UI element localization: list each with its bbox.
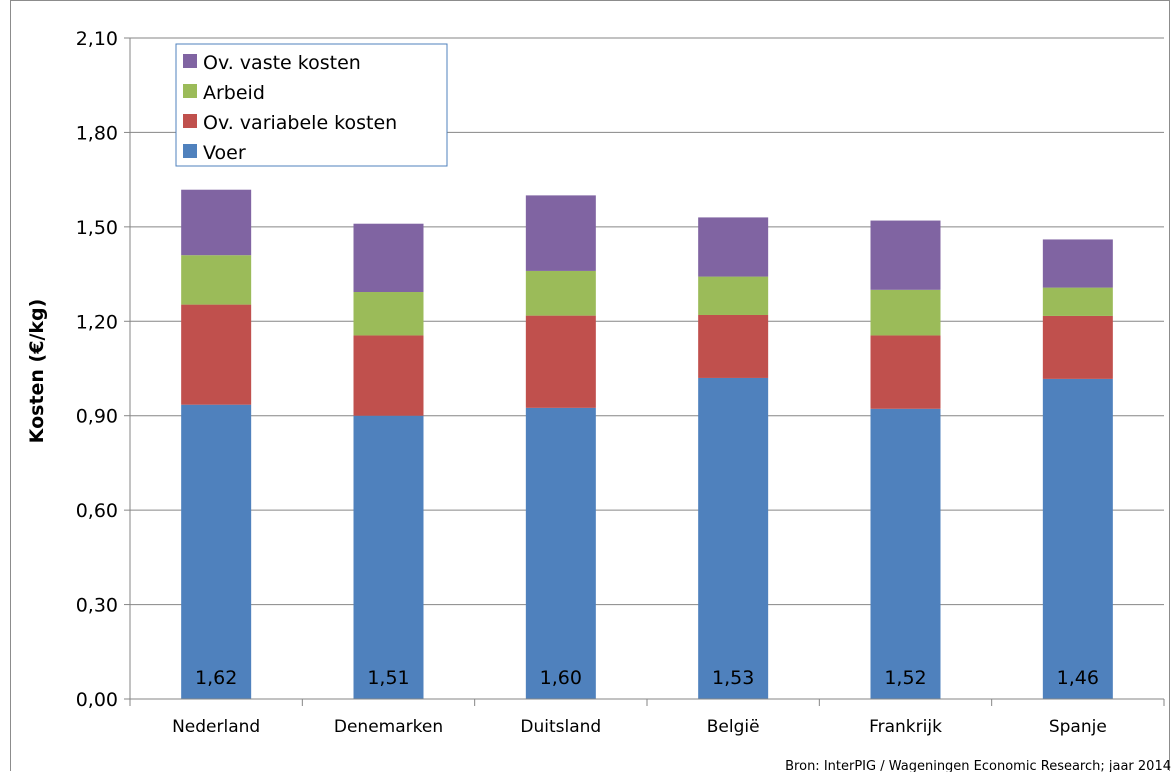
x-axis-labels: Nederland Denemarken Duitsland België Frankr…: [172, 717, 1107, 737]
bar-segment-voer: [1042, 378, 1113, 699]
legend-swatch: [183, 144, 197, 158]
bar-segment-arbeid: [353, 292, 424, 336]
data-label-total: 1,46: [1057, 667, 1099, 689]
legend-label: Ov. variabele kosten: [203, 112, 397, 134]
bar-segment-arbeid: [525, 270, 596, 316]
legend-box: [175, 43, 448, 167]
bar-segment-ov-variabele-kosten: [1042, 315, 1113, 379]
y-tick-label: 0,00: [76, 689, 118, 711]
bar-segment-ov-vaste-kosten: [525, 195, 596, 271]
x-tick-label: Frankrijk: [869, 717, 942, 737]
legend-label: Ov. vaste kosten: [203, 52, 361, 74]
legend-label: Arbeid: [203, 82, 265, 104]
x-tick-label: Duitsland: [520, 717, 601, 737]
bar-segment-ov-vaste-kosten: [181, 189, 252, 256]
y-tick-label: 0,30: [76, 595, 118, 617]
bar-segment-ov-vaste-kosten: [698, 217, 769, 277]
axes: [129, 38, 1165, 706]
y-tick-label: 1,20: [76, 311, 118, 333]
legend-swatch: [183, 114, 197, 128]
x-tick-label: Nederland: [172, 717, 260, 737]
data-label-total: 1,60: [540, 667, 582, 689]
stacked-bar-chart: 0,00 0,30 0,60 0,90 1,20 1,50 1,80 2,10 Nederla…: [26, 28, 1171, 774]
total-labels: 1,62 1,51 1,60 1,53 1,52 1,46: [195, 667, 1099, 689]
y-axis-title: Kosten (€/kg): [26, 299, 48, 444]
data-label-total: 1,52: [884, 667, 926, 689]
source-note: Bron: InterPIG / Wageningen Economic Res…: [785, 759, 1171, 772]
bar-segment-voer: [698, 377, 769, 699]
legend-label: Voer: [203, 142, 246, 164]
y-axis-ticks: 0,00 0,30 0,60 0,90 1,20 1,50 1,80 2,10: [76, 28, 130, 711]
bar-segment-arbeid: [181, 255, 252, 305]
data-label-total: 1,51: [367, 667, 409, 689]
bar-segment-ov-vaste-kosten: [1042, 239, 1113, 288]
bar-segment-arbeid: [870, 289, 941, 336]
bar-segment-ov-variabele-kosten: [698, 314, 769, 378]
bar-segment-ov-vaste-kosten: [870, 220, 941, 290]
legend-swatch: [183, 84, 197, 98]
y-tick-label: 0,90: [76, 406, 118, 428]
bar-segment-voer: [870, 408, 941, 699]
bar-segment-arbeid: [1042, 287, 1113, 316]
y-tick-label: 1,50: [76, 217, 118, 239]
bar-segment-arbeid: [698, 276, 769, 315]
legend-swatch: [183, 54, 197, 68]
bar-segment-ov-variabele-kosten: [181, 304, 252, 405]
legend: Ov. vaste kosten Arbeid Ov. variabele kost…: [175, 43, 448, 167]
data-label-total: 1,53: [712, 667, 754, 689]
data-label-total: 1,62: [195, 667, 237, 689]
bars: [181, 189, 1113, 699]
x-tick-label: Spanje: [1049, 717, 1107, 737]
bar-segment-voer: [353, 415, 424, 699]
y-tick-label: 2,10: [76, 28, 118, 50]
bar-segment-ov-variabele-kosten: [353, 335, 424, 416]
x-tick-label: België: [707, 717, 760, 737]
bar-segment-ov-vaste-kosten: [353, 223, 424, 293]
bar-segment-voer: [181, 404, 252, 699]
bar-segment-ov-variabele-kosten: [870, 335, 941, 409]
bar-segment-voer: [525, 407, 596, 699]
bar-segment-ov-variabele-kosten: [525, 315, 596, 408]
chart-frame: 0,00 0,30 0,60 0,90 1,20 1,50 1,80 2,10 Nederla…: [10, 0, 1171, 774]
x-tick-label: Denemarken: [334, 717, 443, 737]
y-tick-label: 1,80: [76, 122, 118, 144]
y-tick-label: 0,60: [76, 500, 118, 522]
